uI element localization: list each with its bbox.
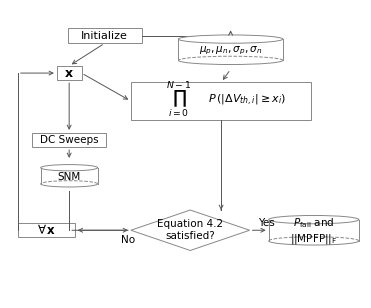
Text: SNM: SNM [58,172,81,182]
FancyBboxPatch shape [131,83,311,120]
Text: Yes: Yes [258,218,275,228]
FancyBboxPatch shape [32,133,106,147]
Text: $\mu_p, \mu_n, \sigma_p, \sigma_n$: $\mu_p, \mu_n, \sigma_p, \sigma_n$ [199,45,262,57]
Text: Initialize: Initialize [81,31,128,41]
Polygon shape [131,210,250,250]
FancyBboxPatch shape [18,223,75,237]
Ellipse shape [178,35,283,43]
FancyBboxPatch shape [68,28,142,43]
Text: $\forall\,\mathbf{x}$: $\forall\,\mathbf{x}$ [37,223,56,237]
Ellipse shape [41,164,98,171]
Text: $\mathbf{x}$: $\mathbf{x}$ [64,67,74,79]
Text: No: No [121,235,135,245]
Text: DC Sweeps: DC Sweeps [40,135,98,145]
Text: Equation 4.2
satisfied?: Equation 4.2 satisfied? [157,220,223,241]
Text: $P_{\rm fail}$ and
$||\rm{MPFP}||_F$: $P_{\rm fail}$ and $||\rm{MPFP}||_F$ [290,217,337,246]
FancyBboxPatch shape [57,66,82,80]
Ellipse shape [269,216,359,224]
Text: $\prod_{i=0}^{N-1}$: $\prod_{i=0}^{N-1}$ [166,79,191,120]
Text: $P\,(|\Delta V_{th,i}| \geq x_i)$: $P\,(|\Delta V_{th,i}| \geq x_i)$ [208,92,286,107]
